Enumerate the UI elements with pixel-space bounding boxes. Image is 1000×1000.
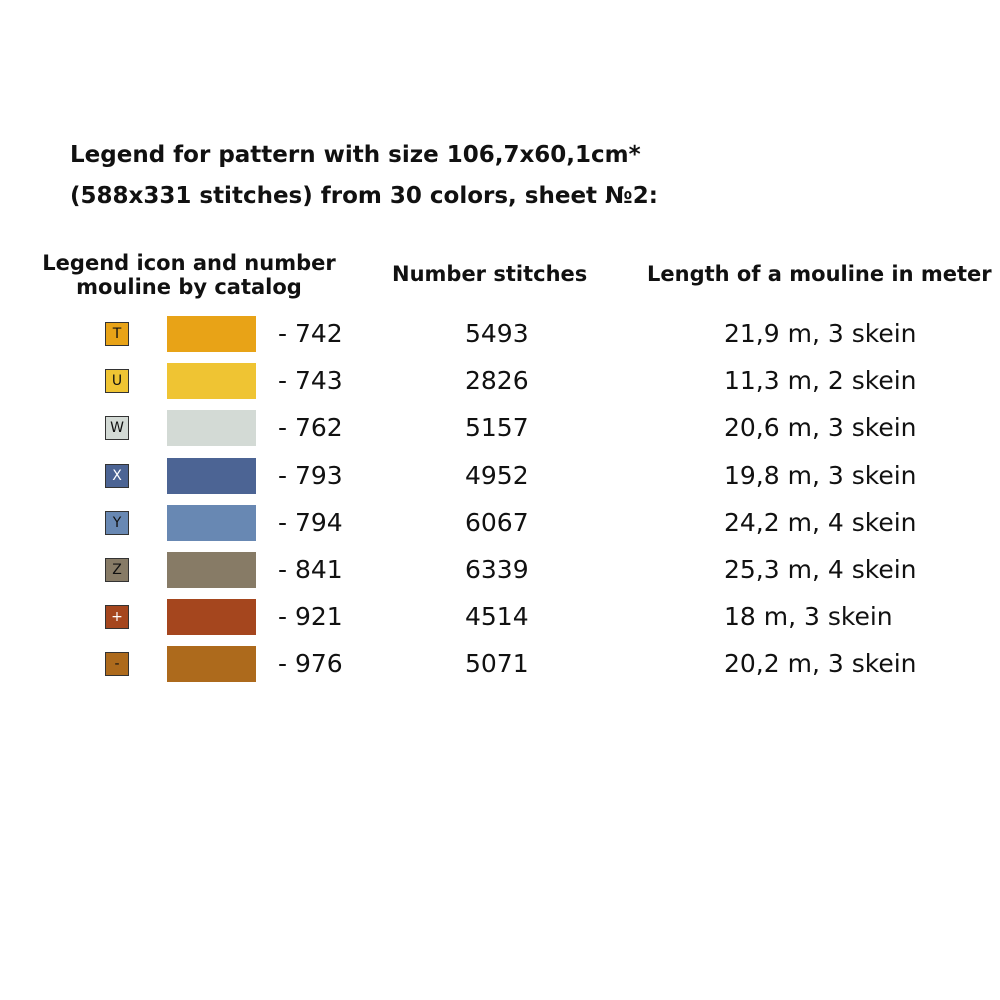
color-swatch (167, 504, 256, 541)
color-swatch (167, 599, 256, 636)
legend-symbol-icon: X (105, 463, 129, 488)
mouline-length: 19,8 m, 3 skein (724, 460, 917, 490)
mouline-catalog-number: - 794 (278, 507, 343, 537)
legend-symbol-icon: Y (105, 510, 129, 535)
mouline-catalog-number: - 976 (278, 649, 343, 679)
mouline-length: 24,2 m, 4 skein (724, 507, 917, 537)
legend-row: W - 762 5157 20,6 m, 3 skein (0, 405, 1000, 452)
header-legend-icon-number: Legend icon and number mouline by catalo… (30, 251, 348, 299)
legend-row: Z - 841 6339 25,3 m, 4 skein (0, 547, 1000, 594)
color-swatch (167, 363, 256, 400)
mouline-length: 18 m, 3 skein (724, 602, 893, 632)
legend-table: T - 742 5493 21,9 m, 3 skein U - 743 282… (0, 311, 1000, 689)
legend-row: Y - 794 6067 24,2 m, 4 skein (0, 500, 1000, 547)
header-number-stitches: Number stitches (392, 262, 588, 286)
color-swatch (167, 646, 256, 683)
legend-symbol-icon: + (105, 605, 129, 630)
mouline-length: 25,3 m, 4 skein (724, 554, 917, 584)
legend-row: T - 742 5493 21,9 m, 3 skein (0, 311, 1000, 358)
legend-row: U - 743 2826 11,3 m, 2 skein (0, 358, 1000, 405)
header-legend-icon-line-1: Legend icon and number (42, 251, 336, 275)
header-mouline-length: Length of a mouline in meter (647, 262, 992, 286)
legend-row: X - 793 4952 19,8 m, 3 skein (0, 453, 1000, 500)
color-swatch (167, 457, 256, 494)
legend-title-line-2: (588x331 stitches) from 30 colors, sheet… (70, 183, 658, 209)
color-swatch (167, 316, 256, 352)
mouline-catalog-number: - 841 (278, 554, 343, 584)
mouline-length: 11,3 m, 2 skein (724, 366, 917, 396)
mouline-catalog-number: - 742 (278, 319, 343, 348)
mouline-catalog-number: - 921 (278, 602, 343, 632)
legend-symbol-icon: W (105, 416, 129, 441)
mouline-length: 20,2 m, 3 skein (724, 649, 917, 679)
legend-symbol-icon: U (105, 369, 129, 394)
mouline-catalog-number: - 762 (278, 413, 343, 443)
legend-title-line-1: Legend for pattern with size 106,7x60,1c… (70, 142, 641, 168)
legend-symbol-icon: T (105, 322, 129, 346)
stitch-count: 4514 (465, 602, 529, 632)
stitch-count: 2826 (465, 366, 529, 396)
mouline-catalog-number: - 743 (278, 366, 343, 396)
stitch-count: 5157 (465, 413, 529, 443)
stitch-count: 5071 (465, 649, 529, 679)
stitch-count: 4952 (465, 460, 529, 490)
color-swatch (167, 551, 256, 588)
stitch-count: 5493 (465, 319, 529, 348)
legend-row: + - 921 4514 18 m, 3 skein (0, 594, 1000, 641)
stitch-count: 6339 (465, 554, 529, 584)
legend-row: - - 976 5071 20,2 m, 3 skein (0, 641, 1000, 688)
mouline-catalog-number: - 793 (278, 460, 343, 490)
stitch-count: 6067 (465, 507, 529, 537)
legend-symbol-icon: - (105, 652, 129, 677)
header-legend-icon-line-2: mouline by catalog (76, 275, 302, 299)
legend-symbol-icon: Z (105, 557, 129, 582)
mouline-length: 20,6 m, 3 skein (724, 413, 917, 443)
color-swatch (167, 410, 256, 447)
mouline-length: 21,9 m, 3 skein (724, 319, 917, 348)
